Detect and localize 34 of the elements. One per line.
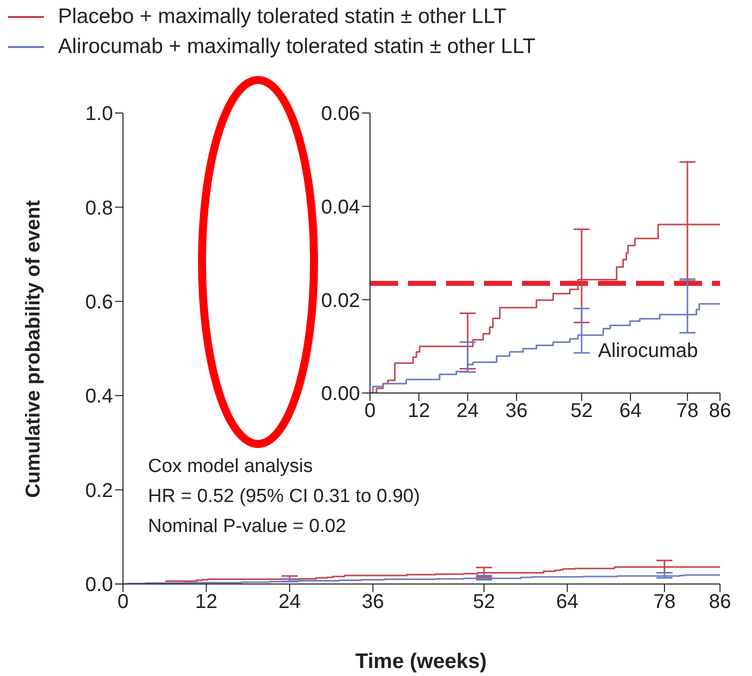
annotation: HR = 0.52 (95% CI 0.31 to 0.90) bbox=[148, 485, 420, 509]
y-tick-label: 1.0 bbox=[85, 103, 113, 126]
y-tick-label: 0.0 bbox=[85, 574, 113, 596]
x-tick-label: 78 bbox=[676, 400, 699, 422]
y-tick-label: 0.2 bbox=[85, 480, 113, 502]
x-tick-label: 52 bbox=[472, 591, 496, 614]
y-tick-label: 0.06 bbox=[321, 103, 360, 126]
annotation: Cox model analysis bbox=[148, 455, 314, 479]
series-label: Alirocumab bbox=[598, 340, 698, 363]
annotation: Nominal P-value = 0.02 bbox=[148, 515, 348, 539]
x-tick-label: 64 bbox=[619, 400, 642, 422]
x-tick-label: 0 bbox=[364, 400, 376, 422]
y-tick-label: 0.8 bbox=[85, 197, 113, 220]
x-tick-label: 64 bbox=[556, 591, 578, 614]
x-tick-label: 86 bbox=[708, 400, 732, 422]
legend-label: Placebo + maximally tolerated statin ± other LLT bbox=[58, 5, 506, 29]
y-tick-label: 0.4 bbox=[85, 386, 113, 408]
x-tick-label: 12 bbox=[408, 400, 430, 422]
y-axis-title: Cumulative probability of event bbox=[22, 200, 46, 498]
x-tick-label: 86 bbox=[708, 591, 732, 614]
x-tick-label: 78 bbox=[653, 591, 676, 614]
x-tick-label: 52 bbox=[570, 400, 593, 422]
y-tick-label: 0.6 bbox=[85, 292, 113, 314]
y-tick-label: 0.02 bbox=[321, 290, 360, 312]
y-tick-label: 0.00 bbox=[321, 383, 360, 406]
x-tick-label: 24 bbox=[278, 591, 301, 614]
x-axis-title: Time (weeks) bbox=[355, 650, 487, 674]
x-tick-label: 12 bbox=[195, 591, 218, 614]
y-tick-label: 0.04 bbox=[321, 196, 360, 218]
x-tick-label: 36 bbox=[505, 400, 528, 422]
x-tick-label: 36 bbox=[362, 591, 384, 614]
legend-label: Alirocumab + maximally tolerated statin ± other LLT bbox=[58, 35, 536, 59]
x-tick-label: 24 bbox=[456, 400, 479, 422]
x-tick-label: 0 bbox=[117, 591, 129, 614]
